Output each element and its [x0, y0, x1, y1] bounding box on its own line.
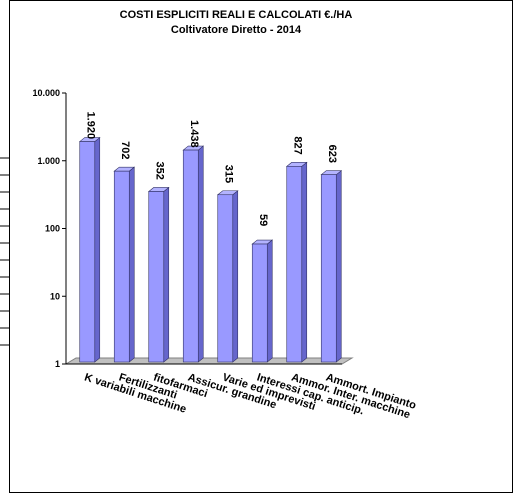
bar-side — [163, 186, 170, 363]
data-label: 1.920 — [84, 112, 96, 140]
bar-series — [78, 136, 343, 363]
chart-subtitle: Coltivatore Diretto - 2014 — [171, 24, 302, 36]
bar-side — [128, 166, 135, 363]
bar — [79, 141, 96, 363]
bar-side — [301, 161, 308, 363]
data-label: 59 — [257, 214, 269, 226]
value-labels: 1.920 702 352 1.438 315 59 827 623 — [84, 112, 338, 227]
bar-side — [232, 190, 239, 363]
bar-side — [197, 145, 204, 363]
y-axis-ticks: 1 10 100 1.000 10.000 — [32, 88, 66, 369]
data-label: 1.438 — [188, 120, 200, 148]
y-tick-label: 1.000 — [37, 156, 60, 166]
chart-title: COSTI ESPLICITI REALI E CALCOLATI €./HA — [120, 9, 353, 21]
data-label: 352 — [153, 161, 165, 179]
bar-side — [335, 170, 342, 363]
bar — [217, 194, 234, 363]
bar — [320, 174, 337, 363]
y-tick-label: 1 — [55, 359, 60, 369]
bar-side — [266, 239, 273, 363]
left-edge-dashes — [0, 157, 9, 346]
data-label: 623 — [326, 145, 338, 163]
plot-floor — [64, 357, 354, 365]
y-tick-label: 10 — [50, 291, 60, 301]
bar — [113, 170, 130, 363]
data-label: 315 — [222, 165, 234, 183]
data-label: 827 — [291, 136, 303, 154]
y-tick-label: 100 — [45, 224, 60, 234]
data-label: 702 — [119, 141, 131, 159]
bar — [148, 191, 165, 363]
bar — [251, 243, 268, 363]
y-tick-label: 10.000 — [32, 88, 60, 98]
bar — [286, 166, 303, 363]
bar — [182, 149, 199, 363]
bar-side — [94, 136, 101, 363]
